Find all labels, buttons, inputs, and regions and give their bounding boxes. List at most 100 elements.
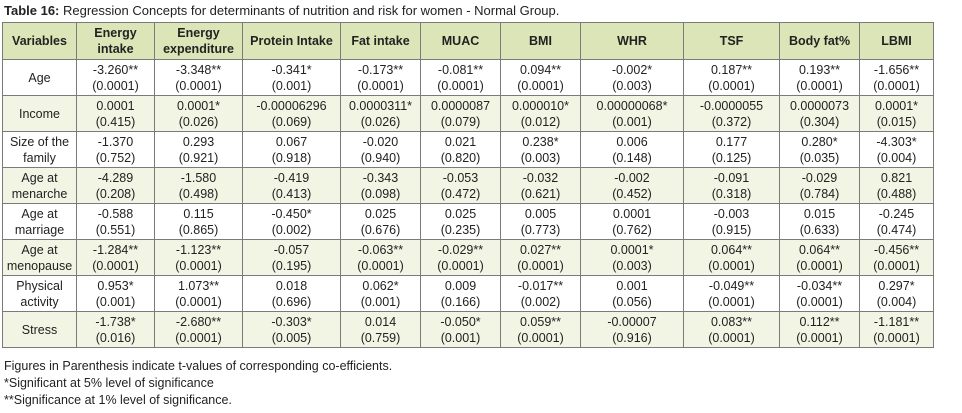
t-value: (0.0001)	[437, 258, 484, 273]
coefficient-value: 1.073**	[177, 278, 219, 293]
coefficient-value: 0.177	[715, 134, 748, 149]
column-header: MUAC	[420, 22, 501, 60]
t-value: (0.0001)	[517, 258, 564, 273]
table-cell: 0.005 (0.773)	[500, 203, 581, 240]
row-label: Physical activity	[2, 275, 77, 312]
table-cell: -0.419 (0.413)	[242, 167, 341, 204]
table-cell: -0.034** (0.0001)	[779, 275, 860, 312]
coefficient-value: -0.00007	[607, 314, 657, 329]
coefficient-value: -0.020	[362, 134, 399, 149]
table-row: Age at menopause -1.284** (0.0001) -1.123**(…	[2, 239, 934, 276]
table-cell: 0.238* (0.003)	[500, 131, 581, 168]
column-header-line: WHR	[617, 34, 647, 48]
t-value: (0.079)	[440, 114, 481, 129]
column-header-line: Fat intake	[351, 34, 410, 48]
table-row: Age at marriage -0.588 (0.551) 0.115 (0.865) -…	[2, 203, 934, 240]
t-value: (0.125)	[711, 150, 752, 165]
table-row: Stress -1.738* (0.016) -2.680** (0.0001) -0.3…	[2, 311, 934, 348]
coefficient-value: -0.032	[522, 170, 559, 185]
t-value: (0.784)	[799, 186, 840, 201]
column-header-line: Energy	[177, 26, 220, 40]
table-cell: 0.0000073 (0.304)	[779, 95, 860, 132]
coefficient-value: 0.009	[444, 278, 477, 293]
column-header: Fat intake	[340, 22, 421, 60]
t-value: (0.0001)	[796, 78, 843, 93]
coefficient-value: 0.064**	[710, 242, 752, 257]
table-row: Physical activity 0.953* (0.001) 1.073** (0.0…	[2, 275, 934, 312]
coefficient-value: 0.064**	[798, 242, 840, 257]
coefficient-value: 0.953*	[97, 278, 134, 293]
coefficient-value: 0.821	[880, 170, 913, 185]
coefficient-value: -0.034**	[796, 278, 843, 293]
table-cell: 0.193** (0.0001)	[779, 59, 860, 96]
coefficient-value: -0.245	[878, 206, 915, 221]
table-cell: -0.020 (0.940)	[340, 131, 421, 168]
table-cell: -0.017** (0.002)	[500, 275, 581, 312]
column-header: WHR	[580, 22, 684, 60]
table-cell: 0.187** (0.0001)	[683, 59, 780, 96]
column-header: Protein Intake	[242, 22, 341, 60]
coefficient-value: 0.025	[444, 206, 477, 221]
coefficient-value: -0.081**	[437, 62, 484, 77]
t-value: (0.0001)	[357, 78, 404, 93]
table-cell: -1.656** (0.0001)	[859, 59, 934, 96]
table-cell: 0.0001 (0.415)	[76, 95, 155, 132]
table-cell: 0.064** (0.0001)	[683, 239, 780, 276]
row-label: Income	[2, 95, 77, 132]
coefficient-value: -0.063**	[357, 242, 404, 257]
table-cell: -0.00007 (0.916)	[580, 311, 684, 348]
coefficient-value: -1.370	[97, 134, 134, 149]
column-header: BMI	[500, 22, 581, 60]
table-body: Age -3.260** (0.0001) -3.348** (0.0001) -0.34…	[2, 59, 934, 348]
table-cell: -4.303* (0.004)	[859, 131, 934, 168]
coefficient-value: 0.0000087	[430, 98, 491, 113]
table-cell: -0.049** (0.0001)	[683, 275, 780, 312]
table-cell: -1.284** (0.0001)	[76, 239, 155, 276]
t-value: (0.004)	[876, 294, 917, 309]
table-cell: 0.009 (0.166)	[420, 275, 501, 312]
row-label-line: Physical	[16, 278, 63, 293]
coefficient-value: -0.017**	[517, 278, 564, 293]
table-cell: 0.062* (0.001)	[340, 275, 421, 312]
column-header-line: Body fat%	[788, 34, 851, 48]
t-value: (0.148)	[612, 150, 652, 165]
table-cell: 0.953* (0.001)	[76, 275, 155, 312]
table-cell: 0.025 (0.235)	[420, 203, 501, 240]
coefficient-value: 0.0001*	[610, 242, 654, 257]
coefficient-value: -0.053	[442, 170, 479, 185]
t-value: (0.003)	[612, 258, 652, 273]
coefficient-value: 0.297*	[878, 278, 915, 293]
table-cell: 0.0001* (0.015)	[859, 95, 934, 132]
t-value: (0.633)	[799, 222, 840, 237]
t-value: (0.452)	[612, 186, 652, 201]
coefficient-value: 0.293	[182, 134, 215, 149]
table-cell: -0.588 (0.551)	[76, 203, 155, 240]
coefficient-value: 0.006	[616, 134, 648, 149]
row-label-line: Size of the	[9, 134, 70, 149]
t-value: (0.0001)	[796, 330, 843, 345]
table-cell: 0.001 (0.056)	[580, 275, 684, 312]
t-value: (0.235)	[440, 222, 481, 237]
table-cell: 0.000010* (0.012)	[500, 95, 581, 132]
t-value: (0.026)	[178, 114, 219, 129]
table-cell: 0.021 (0.820)	[420, 131, 501, 168]
table-cell: 0.00000068* (0.001)	[580, 95, 684, 132]
t-value: (0.0001)	[175, 294, 222, 309]
note-line: *Significant at 5% level of significance	[4, 376, 214, 390]
row-label: Stress	[2, 311, 77, 348]
row-label-line: family	[23, 150, 56, 165]
table-cell: -0.343 (0.098)	[340, 167, 421, 204]
t-value: (0.865)	[178, 222, 219, 237]
t-value: (0.003)	[520, 150, 561, 165]
column-header: Energy expenditure	[154, 22, 243, 60]
t-value: (0.472)	[440, 186, 481, 201]
row-label-line: Age at	[21, 242, 58, 257]
t-value: (0.0001)	[708, 78, 755, 93]
t-value: (0.488)	[876, 186, 917, 201]
column-header: LBMI	[859, 22, 934, 60]
t-value: (0.0001)	[708, 294, 755, 309]
coefficient-value: -1.284**	[92, 242, 139, 257]
table-cell: -0.341* (0.001)	[242, 59, 341, 96]
t-value: (0.056)	[612, 294, 652, 309]
t-value: (0.012)	[520, 114, 561, 129]
